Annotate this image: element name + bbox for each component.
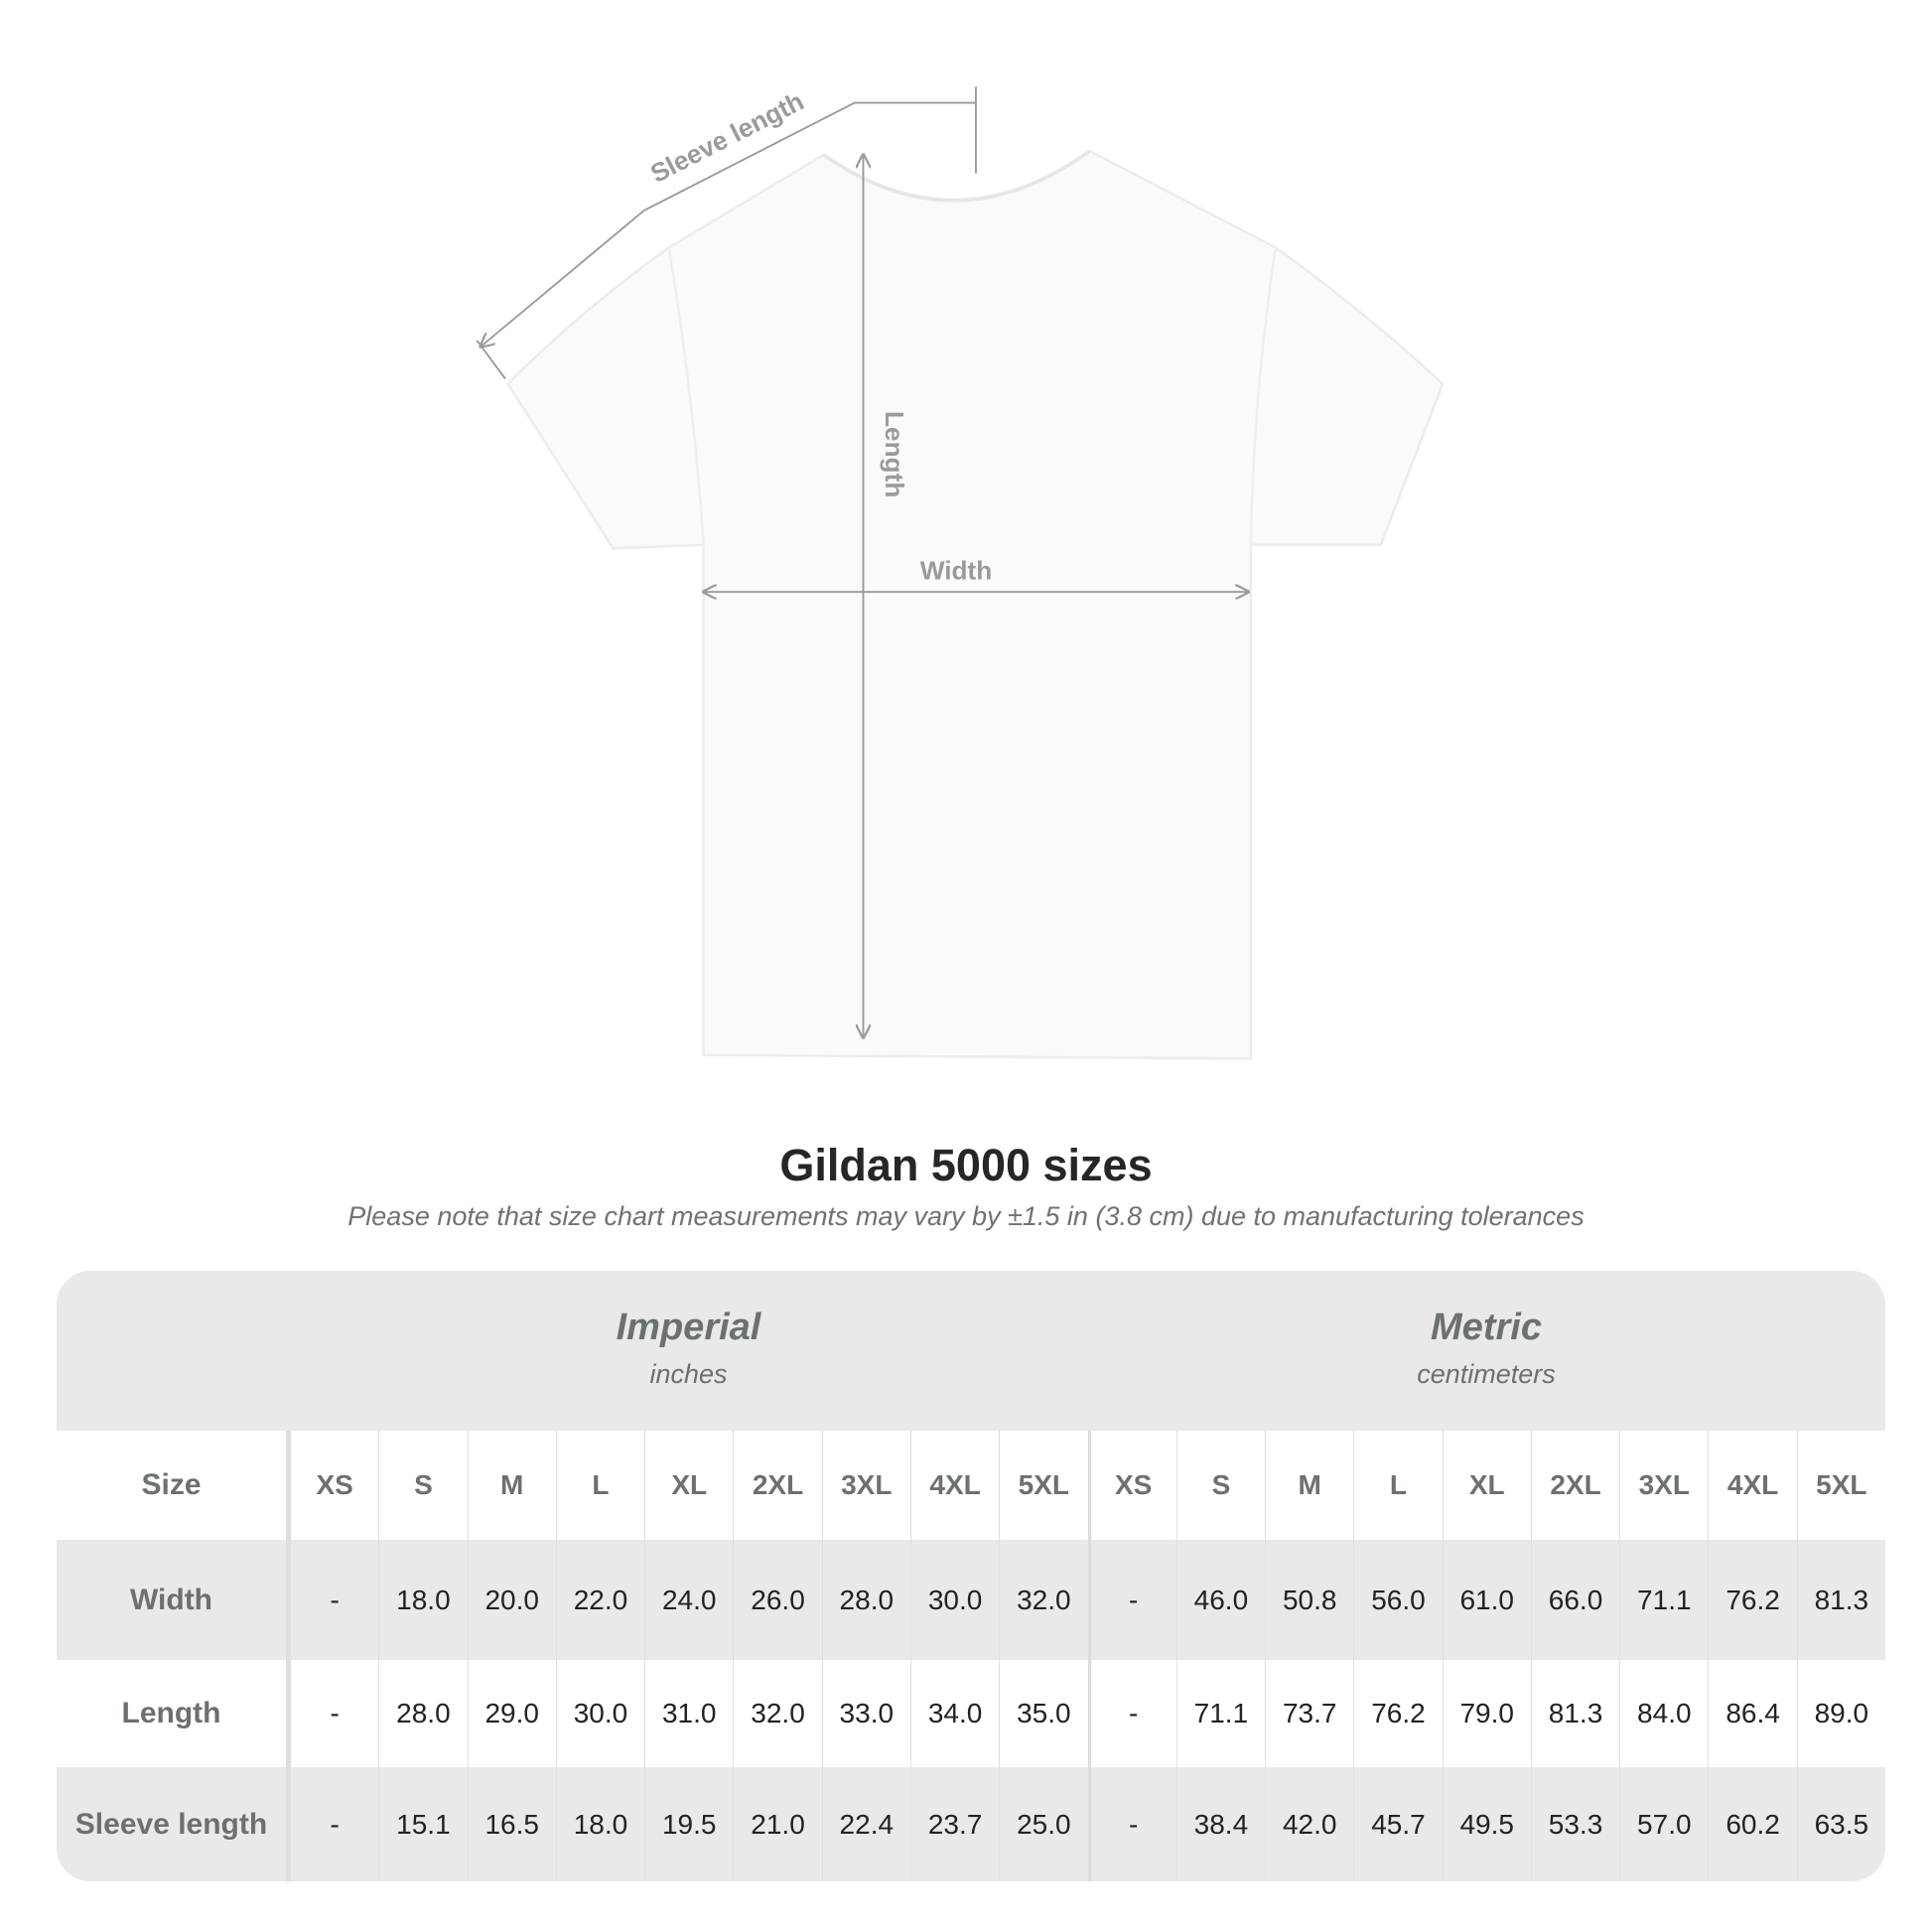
imperial-cell: 31.0 (644, 1660, 733, 1767)
imperial-cell: 21.0 (733, 1767, 821, 1881)
metric-size-m: M (1265, 1431, 1353, 1540)
size-header-label: Size (57, 1431, 290, 1540)
metric-label: Metric (1431, 1307, 1542, 1348)
metric-cell: - (1087, 1660, 1176, 1767)
imperial-size-3xl: 3XL (821, 1431, 910, 1540)
metric-cell: 66.0 (1530, 1540, 1619, 1660)
imperial-cell: 30.0 (909, 1540, 999, 1660)
metric-cell: - (1087, 1540, 1176, 1660)
imperial-cell: 15.1 (378, 1767, 467, 1881)
imperial-cell: 22.4 (821, 1767, 910, 1881)
table-row: Sleeve length -15.1 16.5 18.0 19.5 21.0 22.4 23… (57, 1767, 1885, 1881)
metric-cell: 45.7 (1353, 1767, 1442, 1881)
metric-cell: 46.0 (1175, 1540, 1265, 1660)
imperial-size-4xl: 4XL (909, 1431, 999, 1540)
metric-cell: 60.2 (1708, 1767, 1796, 1881)
page-title: Gildan 5000 sizes (779, 1140, 1153, 1190)
imperial-cell: 32.0 (999, 1540, 1087, 1660)
metric-cell: 73.7 (1265, 1660, 1353, 1767)
metric-cell: 38.4 (1175, 1767, 1265, 1881)
table-row: Width -18.0 20.0 22.0 24.0 26.0 28.0 30.0 32.0-4… (57, 1540, 1885, 1660)
imperial-cell: 19.5 (644, 1767, 733, 1881)
imperial-size-xs: XS (290, 1431, 378, 1540)
metric-cell: 56.0 (1353, 1540, 1442, 1660)
imperial-size-5xl: 5XL (999, 1431, 1087, 1540)
size-table: Imperial inches Metric centimeters Size X… (57, 1271, 1885, 1881)
imperial-cell: 30.0 (555, 1660, 644, 1767)
length-label: Length (880, 411, 909, 497)
metric-size-4xl: 4XL (1708, 1431, 1796, 1540)
row-label: Length (57, 1660, 290, 1767)
metric-cell: 76.2 (1708, 1540, 1796, 1660)
metric-cell: 57.0 (1619, 1767, 1708, 1881)
metric-size-s: S (1175, 1431, 1265, 1540)
metric-size-l: L (1353, 1431, 1442, 1540)
imperial-cell: - (290, 1540, 378, 1660)
size-header-row: Size XS S M L XL 2XL 3XL 4XL 5XL XS S M L XL 2XL 3XL 4XL 5… (57, 1431, 1885, 1540)
sleeve-length-label: Sleeve length (645, 86, 808, 189)
imperial-cell: 22.0 (555, 1540, 644, 1660)
metric-cell: 79.0 (1442, 1660, 1531, 1767)
metric-cell: 71.1 (1175, 1660, 1265, 1767)
imperial-cell: 34.0 (909, 1660, 999, 1767)
width-label: Width (920, 556, 992, 586)
table-row: Length -28.0 29.0 30.0 31.0 32.0 33.0 34.0 35.0-… (57, 1660, 1885, 1767)
metric-unit: centimeters (1417, 1359, 1556, 1389)
imperial-cell: 23.7 (909, 1767, 999, 1881)
imperial-cell: 29.0 (467, 1660, 556, 1767)
imperial-size-2xl: 2XL (733, 1431, 821, 1540)
imperial-cell: - (290, 1660, 378, 1767)
imperial-cell: 28.0 (821, 1540, 910, 1660)
metric-cell: 42.0 (1265, 1767, 1353, 1881)
metric-cell: 76.2 (1353, 1660, 1442, 1767)
metric-cell: 63.5 (1796, 1767, 1885, 1881)
metric-cell: 61.0 (1442, 1540, 1531, 1660)
imperial-cell: 35.0 (999, 1660, 1087, 1767)
imperial-cell: 32.0 (733, 1660, 821, 1767)
imperial-cell: - (290, 1767, 378, 1881)
metric-cell: - (1087, 1767, 1176, 1881)
imperial-label: Imperial (616, 1307, 761, 1348)
metric-cell: 50.8 (1265, 1540, 1353, 1660)
imperial-header: Imperial inches (290, 1271, 1087, 1431)
metric-size-5xl: 5XL (1796, 1431, 1885, 1540)
imperial-cell: 26.0 (733, 1540, 821, 1660)
imperial-cell: 18.0 (555, 1767, 644, 1881)
imperial-size-l: L (555, 1431, 644, 1540)
metric-cell: 71.1 (1619, 1540, 1708, 1660)
metric-cell: 81.3 (1796, 1540, 1885, 1660)
metric-cell: 53.3 (1530, 1767, 1619, 1881)
imperial-unit: inches (649, 1359, 728, 1389)
imperial-cell: 20.0 (467, 1540, 556, 1660)
metric-cell: 89.0 (1796, 1660, 1885, 1767)
metric-size-xl: XL (1442, 1431, 1531, 1540)
imperial-size-s: S (378, 1431, 467, 1540)
row-label: Width (57, 1540, 290, 1660)
metric-size-xs: XS (1087, 1431, 1176, 1540)
imperial-cell: 16.5 (467, 1767, 556, 1881)
metric-cell: 86.4 (1708, 1660, 1796, 1767)
metric-size-3xl: 3XL (1619, 1431, 1708, 1540)
imperial-cell: 24.0 (644, 1540, 733, 1660)
imperial-cell: 28.0 (378, 1660, 467, 1767)
imperial-size-m: M (467, 1431, 556, 1540)
tolerance-note: Please note that size chart measurements… (347, 1201, 1585, 1231)
metric-cell: 81.3 (1530, 1660, 1619, 1767)
imperial-size-xl: XL (644, 1431, 733, 1540)
sleeve-length-arrow (481, 101, 976, 347)
imperial-cell: 33.0 (821, 1660, 910, 1767)
row-label: Sleeve length (57, 1767, 290, 1881)
tshirt-shape (505, 149, 1445, 1060)
metric-cell: 49.5 (1442, 1767, 1531, 1881)
metric-header: Metric centimeters (1087, 1271, 1885, 1431)
metric-cell: 84.0 (1619, 1660, 1708, 1767)
imperial-cell: 18.0 (378, 1540, 467, 1660)
metric-size-2xl: 2XL (1530, 1431, 1619, 1540)
imperial-cell: 25.0 (999, 1767, 1087, 1881)
tshirt-diagram: Sleeve length Length Width (476, 86, 1445, 1060)
